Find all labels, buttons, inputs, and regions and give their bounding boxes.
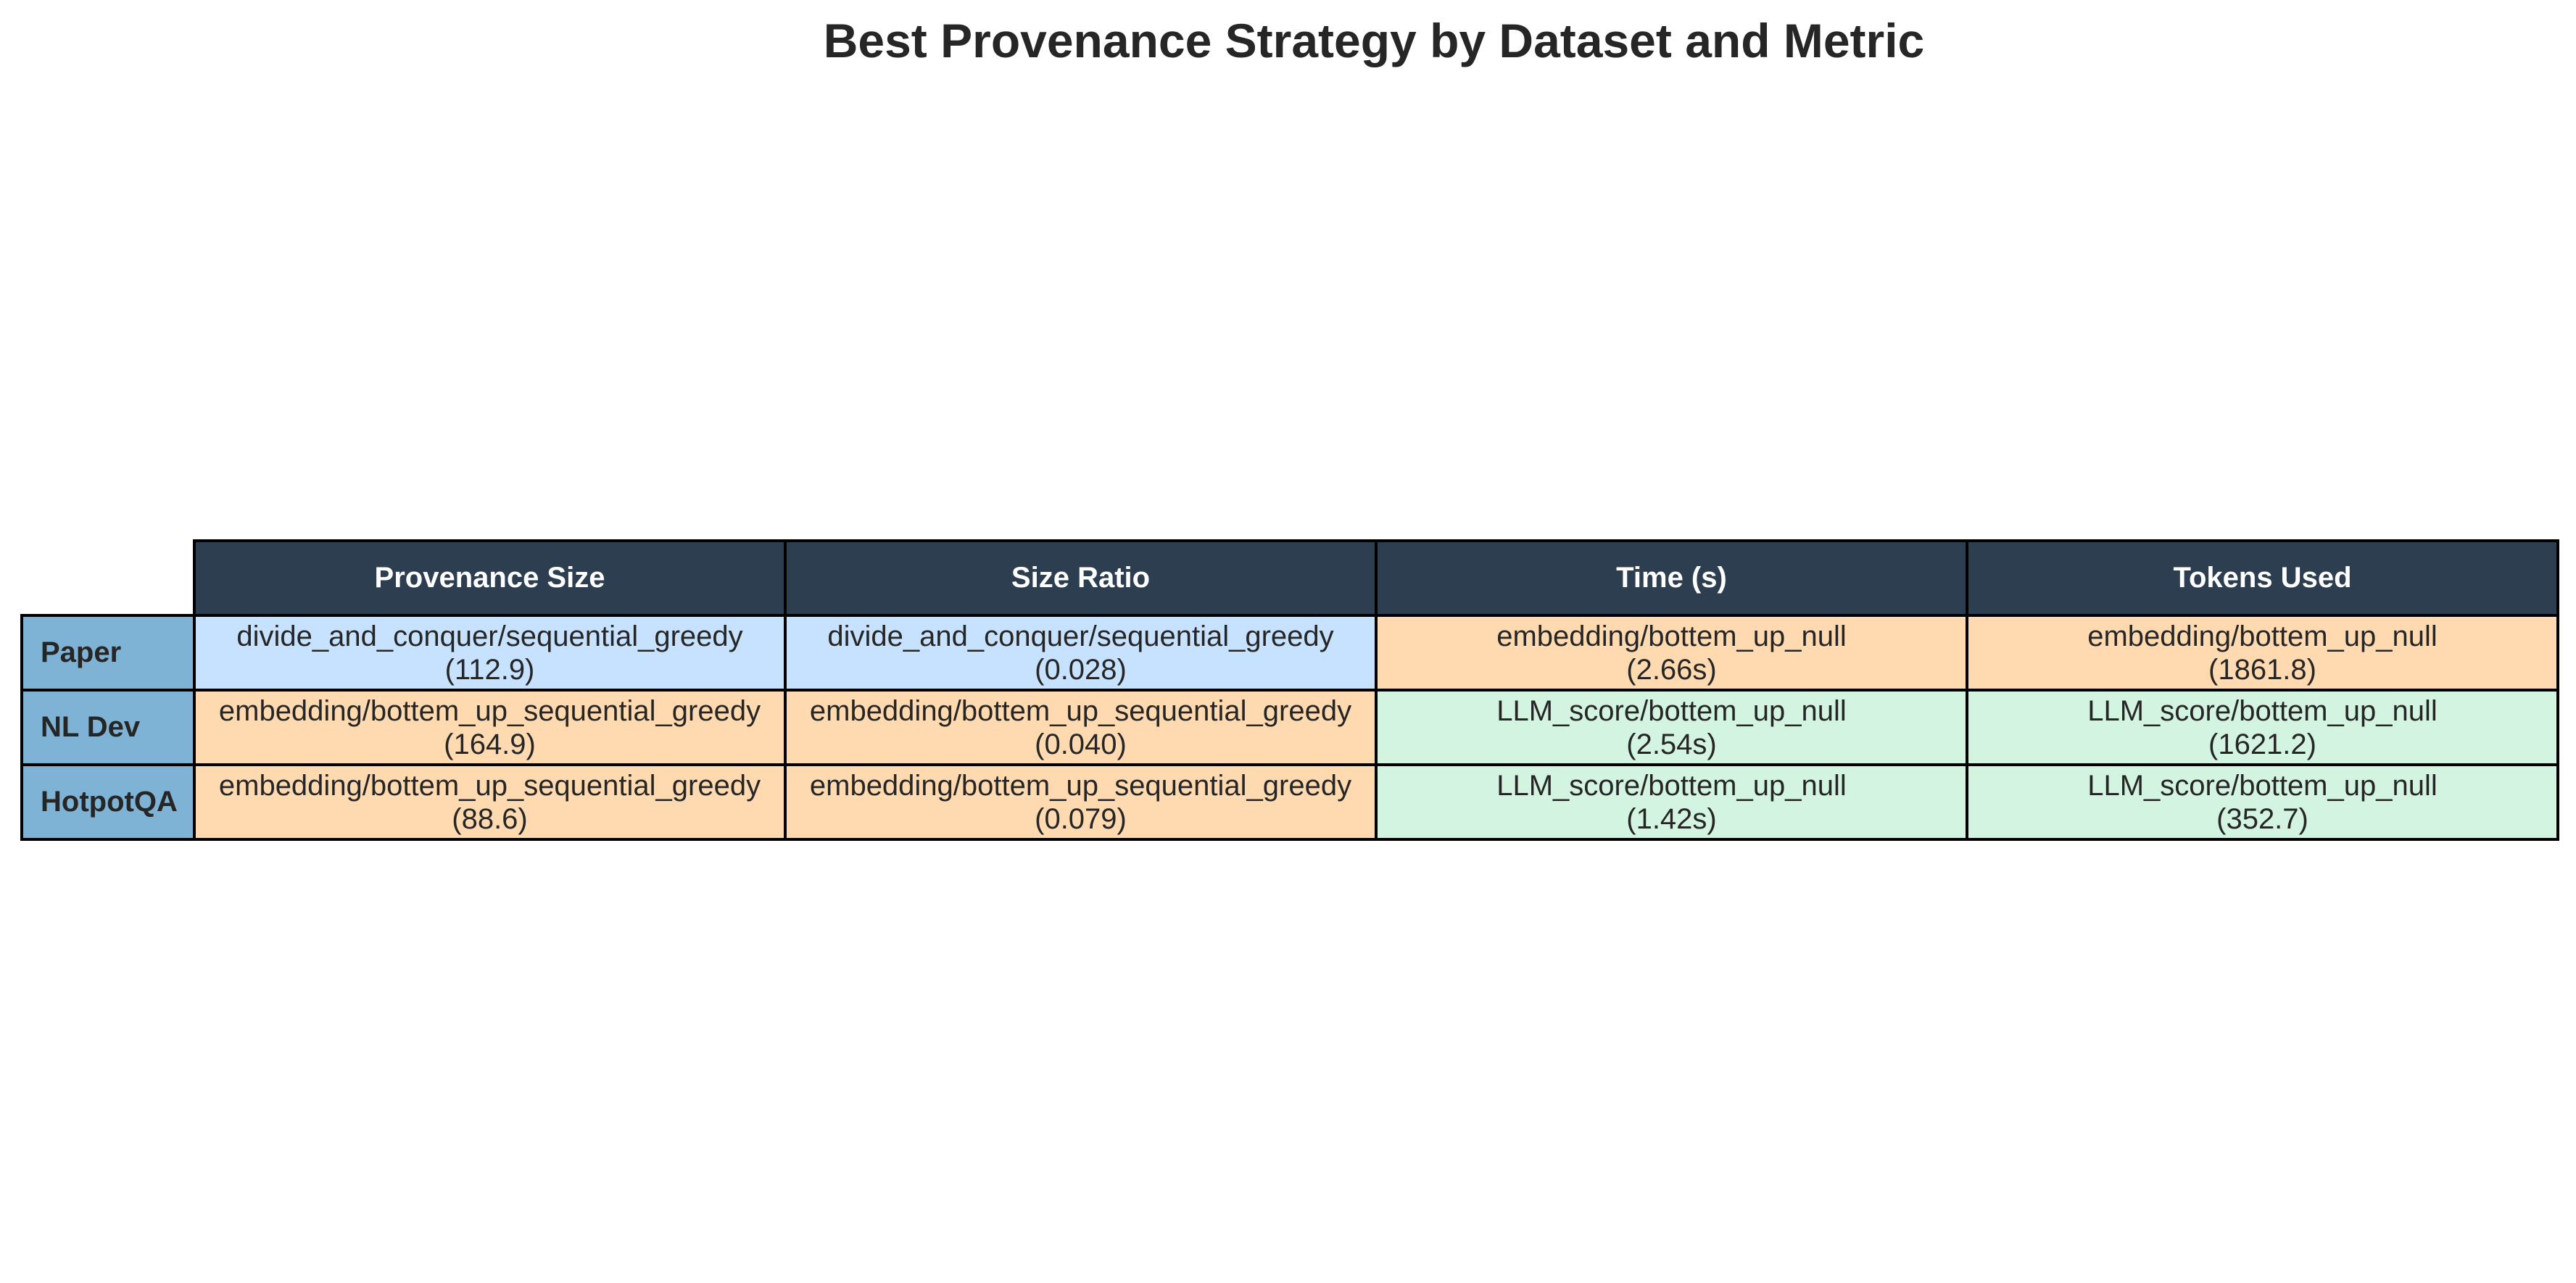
column-header: Size Ratio — [784, 539, 1378, 617]
cell-strategy: divide_and_conquer/sequential_greedy — [827, 620, 1334, 652]
cell-value: (112.9) — [444, 653, 535, 686]
cell-strategy: LLM_score/bottem_up_null — [1496, 769, 1847, 802]
cell-strategy: embedding/bottem_up_sequential_greedy — [218, 769, 761, 802]
cell-value: (0.079) — [1035, 802, 1127, 835]
table-cell: divide_and_conquer/sequential_greedy (0.… — [784, 614, 1378, 692]
strategy-table: Provenance Size Size Ratio Time (s) Toke… — [20, 539, 2559, 841]
cell-strategy: LLM_score/bottem_up_null — [2087, 769, 2438, 802]
table-cell: embedding/bottem_up_sequential_greedy (1… — [193, 689, 787, 766]
cell-value: (0.040) — [1035, 728, 1127, 760]
chart-title: Best Provenance Strategy by Dataset and … — [823, 14, 1925, 67]
cell-strategy: embedding/bottem_up_sequential_greedy — [809, 769, 1352, 802]
column-header: Time (s) — [1375, 539, 1968, 617]
table-corner — [22, 541, 194, 615]
cell-strategy: embedding/bottem_up_sequential_greedy — [809, 694, 1352, 727]
cell-value: (2.54s) — [1626, 728, 1717, 760]
column-header: Provenance Size — [193, 539, 787, 617]
cell-value: (1861.8) — [2208, 653, 2316, 686]
row-header: HotpotQA — [20, 763, 196, 841]
cell-value: (0.028) — [1035, 653, 1127, 686]
cell-strategy: LLM_score/bottem_up_null — [1496, 694, 1847, 727]
row-header: Paper — [20, 614, 196, 692]
cell-strategy: divide_and_conquer/sequential_greedy — [236, 620, 743, 652]
table-row: NL Dev embedding/bottem_up_sequential_gr… — [20, 689, 2559, 766]
cell-value: (2.66s) — [1626, 653, 1717, 686]
table-cell: divide_and_conquer/sequential_greedy (11… — [193, 614, 787, 692]
cell-value: (1.42s) — [1626, 802, 1717, 835]
header-row: Provenance Size Size Ratio Time (s) Toke… — [22, 539, 2559, 617]
table-row: Paper divide_and_conquer/sequential_gree… — [20, 614, 2559, 692]
table-cell: embedding/bottem_up_sequential_greedy (8… — [193, 763, 787, 841]
cell-value: (352.7) — [2216, 802, 2308, 835]
table-cell: LLM_score/bottem_up_null (1621.2) — [1966, 689, 2559, 766]
table-cell: LLM_score/bottem_up_null (352.7) — [1966, 763, 2559, 841]
table-row: HotpotQA embedding/bottem_up_sequential_… — [20, 763, 2559, 841]
cell-value: (88.6) — [452, 802, 528, 835]
cell-strategy: embedding/bottem_up_null — [1496, 620, 1847, 652]
column-header: Tokens Used — [1966, 539, 2559, 617]
cell-strategy: embedding/bottem_up_null — [2087, 620, 2438, 652]
table-cell: LLM_score/bottem_up_null (2.54s) — [1375, 689, 1968, 766]
table-cell: LLM_score/bottem_up_null (1.42s) — [1375, 763, 1968, 841]
table-cell: embedding/bottem_up_sequential_greedy (0… — [784, 763, 1378, 841]
row-header: NL Dev — [20, 689, 196, 766]
cell-strategy: LLM_score/bottem_up_null — [2087, 694, 2438, 727]
cell-strategy: embedding/bottem_up_sequential_greedy — [218, 694, 761, 727]
cell-value: (164.9) — [444, 728, 536, 760]
table-cell: embedding/bottem_up_null (1861.8) — [1966, 614, 2559, 692]
table-cell: embedding/bottem_up_null (2.66s) — [1375, 614, 1968, 692]
table-cell: embedding/bottem_up_sequential_greedy (0… — [784, 689, 1378, 766]
cell-value: (1621.2) — [2208, 728, 2316, 760]
